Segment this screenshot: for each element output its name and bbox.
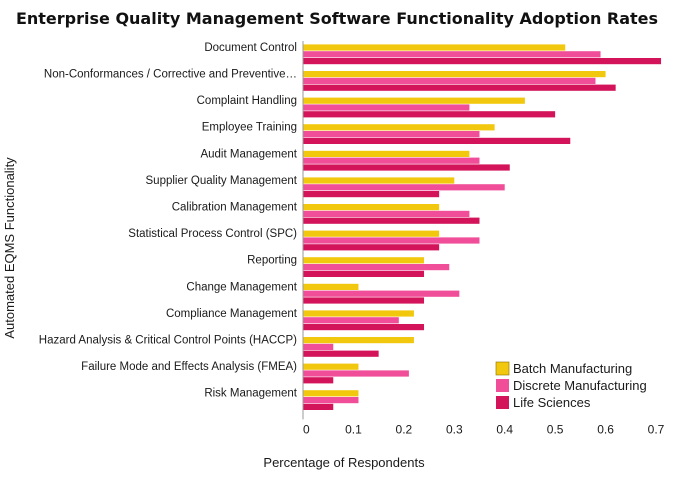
- legend-swatch-2: [496, 379, 509, 392]
- x-tick-label: 0.7: [648, 422, 665, 436]
- legend-label-3: Life Sciences: [513, 395, 591, 410]
- x-tick-label: 0.6: [597, 422, 614, 436]
- bar-3-12: [303, 350, 379, 357]
- category-label: Change Management: [186, 281, 297, 293]
- bar-1-7: [303, 204, 440, 211]
- bar-3-9: [303, 270, 425, 277]
- bar-2-3: [303, 104, 470, 111]
- x-tick-label: 0.1: [345, 422, 362, 436]
- category-label: Reporting: [247, 255, 297, 267]
- category-label: Supplier Quality Management: [146, 175, 298, 187]
- category-label: Calibration Management: [172, 202, 298, 214]
- legend-label-2: Discrete Manufacturing: [513, 378, 647, 393]
- category-label: Failure Mode and Effects Analysis (FMEA): [81, 361, 297, 373]
- x-tick-label: 0: [303, 422, 310, 436]
- category-label: Complaint Handling: [197, 95, 297, 107]
- x-tick-label: 0.4: [496, 422, 513, 436]
- bar-3-5: [303, 164, 510, 171]
- bar-3-1: [303, 58, 662, 65]
- bar-1-6: [303, 177, 455, 184]
- category-labels: Document Control Non-Conformances / Corre…: [39, 42, 298, 400]
- category-label: Non-Conformances / Corrective and Preven…: [44, 69, 297, 81]
- legend-swatch-1: [495, 361, 510, 376]
- bar-2-12: [303, 343, 334, 350]
- bar-1-13: [303, 363, 359, 370]
- bar-1-5: [303, 150, 470, 157]
- bar-2-9: [303, 264, 450, 271]
- bar-2-6: [303, 184, 505, 191]
- bar-3-8: [303, 244, 440, 251]
- bar-2-11: [303, 317, 399, 324]
- bar-3-3: [303, 111, 556, 118]
- bar-3-11: [303, 324, 425, 331]
- bar-3-2: [303, 84, 616, 91]
- x-axis-title: Percentage of Respondents: [263, 455, 425, 470]
- category-label: Statistical Process Control (SPC): [128, 228, 297, 240]
- bar-2-7: [303, 210, 470, 217]
- bar-1-3: [303, 97, 525, 104]
- bar-1-10: [303, 283, 359, 290]
- chart-title: Enterprise Quality Management Software F…: [16, 9, 658, 28]
- bar-1-14: [303, 390, 359, 397]
- x-axis-ticks: 0 0.1 0.2 0.3 0.4 0.5 0.6 0.7: [303, 422, 665, 436]
- bar-1-4: [303, 124, 495, 131]
- x-tick-label: 0.3: [446, 422, 463, 436]
- bar-2-2: [303, 77, 596, 84]
- bar-1-9: [303, 257, 425, 264]
- category-label: Employee Training: [202, 122, 297, 134]
- bar-1-1: [303, 44, 566, 51]
- category-label: Audit Management: [200, 148, 297, 160]
- bars-group: [303, 44, 662, 410]
- bar-2-13: [303, 370, 409, 377]
- bar-3-7: [303, 217, 480, 224]
- x-tick-label: 0.2: [396, 422, 413, 436]
- legend: Batch Manufacturing Discrete Manufacturin…: [495, 361, 647, 410]
- bar-3-13: [303, 377, 334, 384]
- bar-2-10: [303, 290, 460, 297]
- category-label: Hazard Analysis & Critical Control Point…: [39, 335, 297, 347]
- category-label: Document Control: [204, 42, 297, 54]
- bar-1-8: [303, 230, 440, 237]
- legend-label-1: Batch Manufacturing: [513, 361, 632, 376]
- bar-3-4: [303, 137, 571, 144]
- bar-1-11: [303, 310, 414, 317]
- bar-1-2: [303, 71, 606, 78]
- category-label: Risk Management: [204, 388, 297, 400]
- legend-swatch-3: [496, 396, 509, 409]
- bar-3-6: [303, 191, 440, 198]
- bar-2-14: [303, 397, 359, 404]
- bar-2-1: [303, 51, 601, 58]
- bar-2-8: [303, 237, 480, 244]
- y-axis-title: Automated EQMS Functionality: [2, 157, 17, 339]
- category-label: Compliance Management: [166, 308, 298, 320]
- x-tick-label: 0.5: [547, 422, 564, 436]
- bar-3-10: [303, 297, 425, 304]
- bar-2-4: [303, 131, 480, 138]
- bar-1-12: [303, 337, 414, 344]
- bar-2-5: [303, 157, 480, 164]
- bar-3-14: [303, 403, 334, 410]
